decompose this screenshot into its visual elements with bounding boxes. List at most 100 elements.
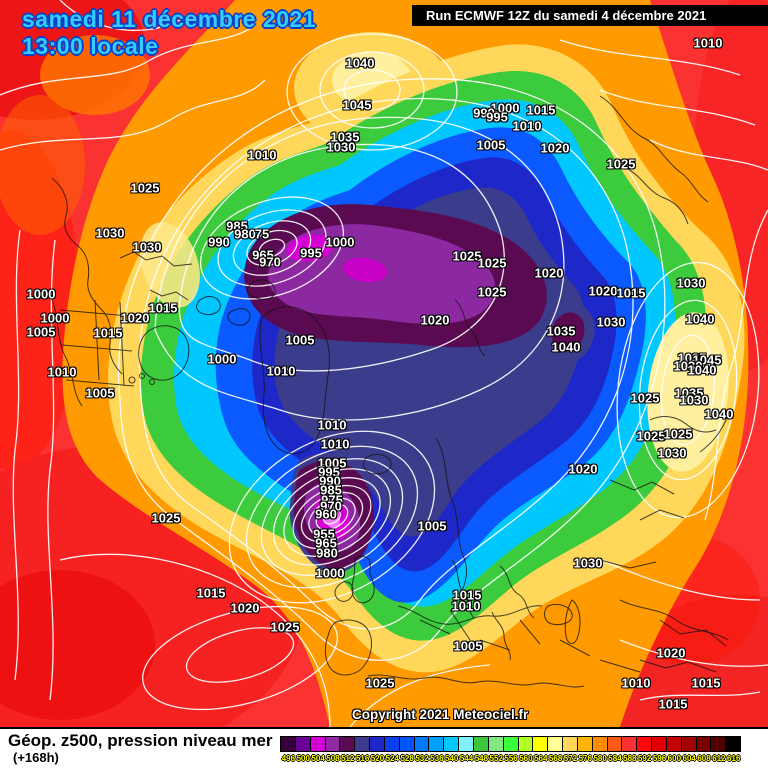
pressure-label: 1030 [657, 445, 687, 461]
pressure-label: 1045 [342, 97, 372, 113]
pressure-label: 1015 [658, 696, 688, 712]
pressure-label: 995 [318, 464, 340, 480]
scale-value: 588 [623, 754, 637, 763]
pressure-label: 1005 [317, 455, 347, 471]
pressure-label: 1000 [207, 351, 237, 367]
scale-value: 592 [637, 754, 652, 763]
pressure-label: 999 [473, 105, 495, 121]
pressure-label: 990 [319, 473, 341, 489]
pressure-label: 1005 [85, 385, 115, 401]
scale-value: 528 [400, 754, 414, 763]
scale-swatch [532, 736, 549, 752]
scale-value: 584 [608, 754, 622, 763]
scale-swatch [443, 736, 460, 752]
scale-swatch [369, 736, 385, 752]
pressure-label: 1035 [674, 385, 704, 401]
pressure-label: 965 [315, 535, 337, 551]
pressure-label: 1000 [490, 100, 520, 116]
scale-swatch [487, 736, 504, 752]
scale-swatch [695, 736, 712, 752]
pressure-label: 1010 [266, 363, 296, 379]
pressure-label: 1020 [534, 265, 564, 281]
pressure-label: 1005 [476, 137, 506, 153]
pressure-label: 1000 [325, 234, 355, 250]
pressure-label: 975 [321, 492, 343, 508]
pressure-label: 990 [208, 234, 230, 250]
pressure-label: 1030 [673, 358, 703, 374]
pressure-label: 985 [226, 218, 248, 234]
scale-swatch [680, 736, 697, 752]
scale-value: 552 [489, 754, 503, 763]
scale-swatch [651, 736, 667, 752]
scale-swatch [398, 736, 415, 752]
scale-swatch [354, 736, 371, 752]
map-canvas: 1010 1040 1045 1035 1030 1010 1000 999 995 1015 10… [0, 0, 768, 727]
scale-swatch [383, 736, 400, 752]
scale-swatch [428, 736, 445, 752]
pressure-label: 1025 [477, 284, 507, 300]
scale-value: 576 [578, 754, 592, 763]
pressure-label: 1040 [687, 362, 717, 378]
scale-swatch [294, 736, 311, 752]
pressure-label: 1025 [606, 156, 636, 172]
geopotential-map-graphic [0, 0, 768, 727]
scale-value: 544 [459, 754, 474, 763]
pressure-label: 995 [300, 245, 322, 261]
scale-swatch [665, 736, 682, 752]
scale-swatch [710, 736, 727, 752]
copyright-text: Copyright 2021 Meteociel.fr [352, 707, 529, 722]
scale-value: 604 [682, 754, 696, 763]
scale-swatch [606, 736, 623, 752]
scale-swatch [517, 736, 534, 752]
scale-value: 580 [593, 754, 607, 763]
pressure-label: 970 [320, 498, 342, 514]
color-scale-labels: 496 500 504 508 512 516 520 524 528 532 536 540 544 5… [281, 754, 741, 763]
scale-swatch [621, 736, 638, 752]
pressure-label: 1020 [568, 461, 598, 477]
pressure-label: 1035 [330, 129, 360, 145]
pressure-label: 1000 [315, 565, 345, 581]
pressure-label: 1025 [636, 428, 666, 444]
pressure-label: 1015 [452, 587, 482, 603]
scale-swatch [547, 736, 564, 752]
pressure-label: 1010 [512, 118, 542, 134]
pressure-label: 1010 [621, 675, 651, 691]
scale-value: 540 [445, 754, 459, 763]
scale-value: 512 [341, 754, 355, 763]
pressure-label: 1025 [130, 180, 160, 196]
scale-value: 560 [519, 754, 533, 763]
scale-value: 548 [474, 754, 489, 763]
pressure-label: 995 [486, 109, 508, 125]
pressure-label: 960 [315, 506, 337, 522]
pressure-label: 1000 [40, 310, 70, 326]
scale-swatch [591, 736, 608, 752]
scale-value: 500 [296, 754, 310, 763]
pressure-label: 1020 [420, 312, 450, 328]
pressure-label: 985 [320, 482, 342, 498]
pressure-label: 1015 [616, 285, 646, 301]
map-datetime: samedi 11 décembre 2021 13:00 locale [22, 6, 316, 60]
scale-value: 572 [563, 754, 578, 763]
pressure-label: 1000 [26, 286, 56, 302]
pressure-label: 1005 [453, 638, 483, 654]
pressure-label: 955 [313, 526, 335, 542]
scale-value: 596 [652, 754, 667, 763]
scale-swatch [280, 736, 296, 752]
pressure-label: 1020 [230, 600, 260, 616]
pressure-label: 1015 [93, 325, 123, 341]
scale-swatch [413, 736, 430, 752]
scale-swatch [502, 736, 519, 752]
pressure-label: 75 [254, 226, 270, 242]
pressure-label: 1040 [704, 406, 734, 422]
pressure-label: 1005 [285, 332, 315, 348]
scale-value: 516 [355, 754, 370, 763]
scale-swatch [725, 736, 742, 752]
pressure-label: 1005 [26, 324, 56, 340]
scale-value: 612 [712, 754, 726, 763]
pressure-label: 1030 [676, 275, 706, 291]
pressure-label: 980 [234, 226, 256, 242]
scale-swatch [562, 736, 578, 752]
pressure-label: 1035 [546, 323, 576, 339]
scale-value: 556 [504, 754, 518, 763]
scale-value: 600 [667, 754, 682, 763]
